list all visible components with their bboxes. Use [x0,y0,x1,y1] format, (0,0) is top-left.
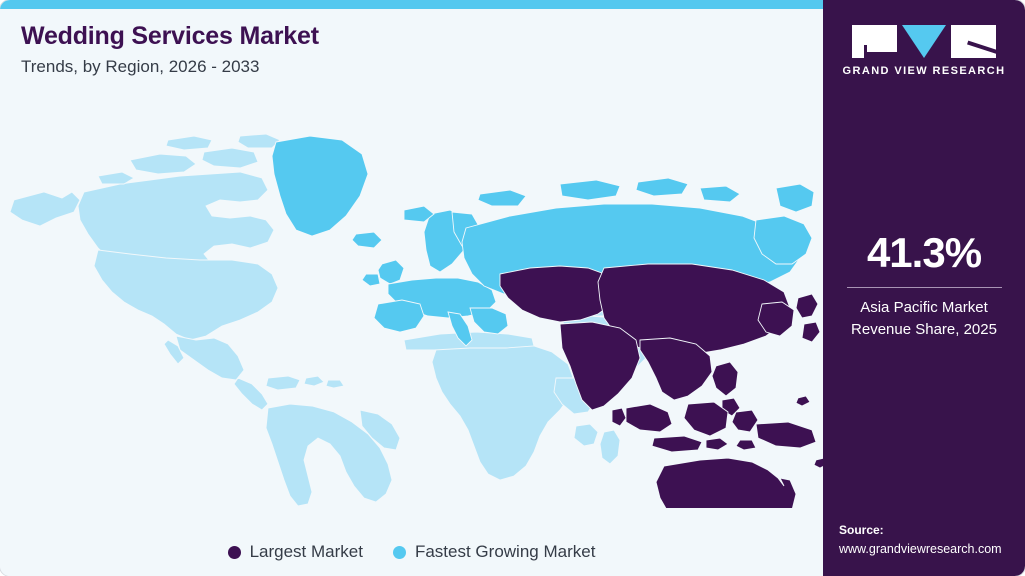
stat-label-line1: Asia Pacific Market [860,299,988,316]
brand-logo[interactable]: GRAND VIEW RESEARCH [823,25,1025,77]
stat-divider [846,287,1002,288]
legend-label-largest: Largest Market [249,542,363,561]
legend-item-fastest-growing-market[interactable]: Fastest Growing Market [392,542,596,562]
source-url[interactable]: www.grandviewresearch.com [839,541,1002,556]
logo-v-triangle-icon [902,25,946,58]
map-panel: Wedding Services Market Trends, by Regio… [0,22,823,562]
world-map-svg [0,88,823,508]
map-region-other [9,133,651,507]
legend-dot-icon-fastest [392,545,406,559]
logo-marks [852,25,996,58]
map-legend: Largest Market Fastest Growing Market [0,542,823,562]
legend-item-largest-market[interactable]: Largest Market [227,542,363,562]
page-title: Wedding Services Market [21,22,319,50]
source-title: Source: [839,523,884,538]
top-accent-bar [0,0,823,9]
map-region-largest [499,263,823,508]
key-stat-block: 41.3% Asia Pacific Market Revenue Share,… [823,232,1025,341]
header-block: Wedding Services Market Trends, by Regio… [21,22,319,77]
world-map [0,88,823,508]
source-block: Source: www.grandviewresearch.com [839,522,1025,558]
legend-label-fastest: Fastest Growing Market [414,542,596,561]
brand-name: GRAND VIEW RESEARCH [842,65,1006,77]
logo-r-icon [951,25,996,58]
stat-label-line2: Revenue Share, 2025 [851,320,997,338]
logo-g-icon [852,25,897,58]
stat-value: 41.3% [866,229,982,276]
sidebar-panel: GRAND VIEW RESEARCH 41.3% Asia Pacific M… [823,0,1025,576]
legend-dot-icon-largest [227,545,241,559]
page-subtitle: Trends, by Region, 2026 - 2033 [21,56,260,76]
